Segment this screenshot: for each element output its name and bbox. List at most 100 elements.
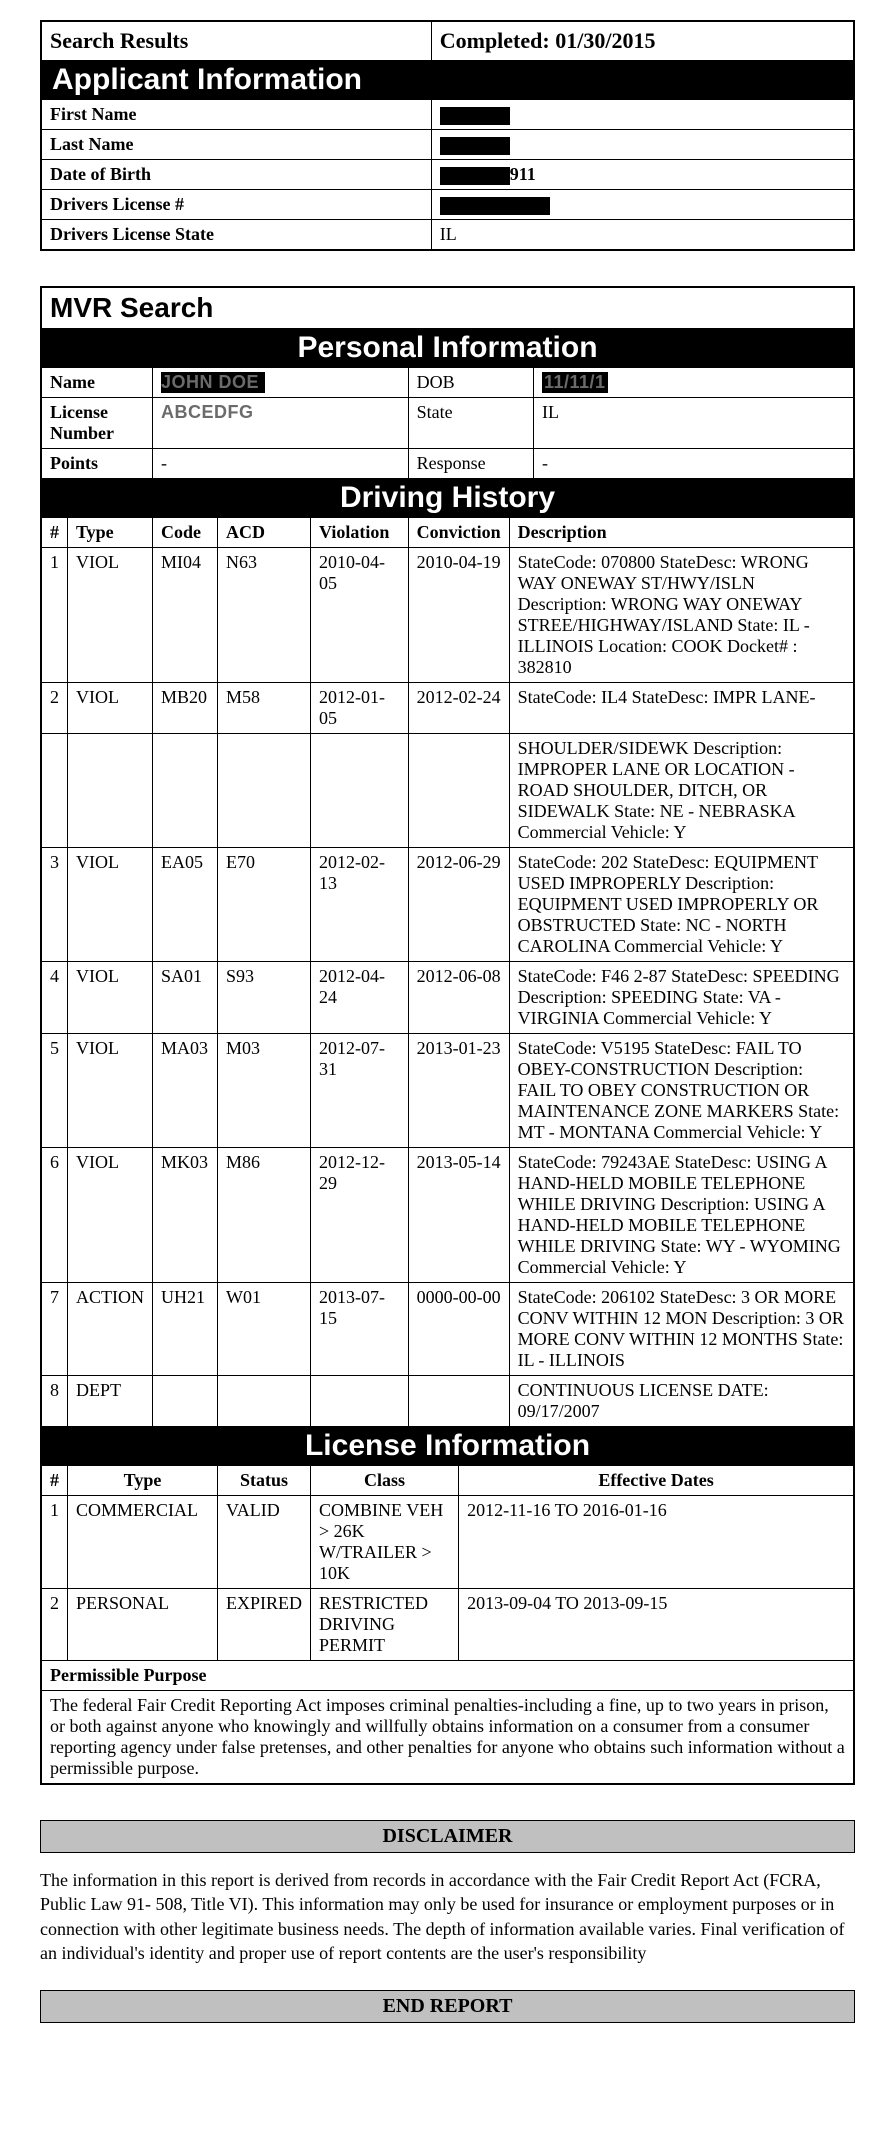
li-dates: 2012-11-16 TO 2016-01-16 <box>459 1496 854 1589</box>
dh-code: SA01 <box>153 962 218 1034</box>
dh-code: MI04 <box>153 548 218 683</box>
redacted-block <box>440 167 510 185</box>
dh-type: VIOL <box>68 848 153 962</box>
license-info-heading: License Information <box>41 1427 854 1466</box>
dob-value-mvr: 11/11/1 <box>533 368 854 398</box>
dh-col-violation: Violation <box>311 518 409 548</box>
dh-conviction: 2013-01-23 <box>408 1034 509 1148</box>
dh-acd: M86 <box>218 1148 311 1283</box>
dh-acd: W01 <box>218 1283 311 1376</box>
dh-type: DEPT <box>68 1376 153 1427</box>
first-name-value <box>431 100 854 130</box>
dh-num: 5 <box>41 1034 68 1148</box>
table-row: 3VIOLEA05E702012-02-132012-06-29 StateCo… <box>41 848 854 962</box>
dh-conviction: 2012-06-29 <box>408 848 509 962</box>
li-type: COMMERCIAL <box>68 1496 218 1589</box>
personal-info-heading: Personal Information <box>41 329 854 368</box>
dh-conviction <box>408 1376 509 1427</box>
dh-num: 8 <box>41 1376 68 1427</box>
permissible-purpose-label: Permissible Purpose <box>41 1661 854 1691</box>
li-class: COMBINE VEH > 26K W/TRAILER > 10K <box>311 1496 459 1589</box>
dh-conviction: 2012-06-08 <box>408 962 509 1034</box>
license-num-label: Drivers License # <box>41 190 431 220</box>
dh-violation: 2012-12-29 <box>311 1148 409 1283</box>
dh-acd: M03 <box>218 1034 311 1148</box>
table-row: 5VIOLMA03M032012-07-312013-01-23 StateCo… <box>41 1034 854 1148</box>
dh-col-description: Description <box>509 518 854 548</box>
table-row: 2VIOLMB20M582012-01-052012-02-24 StateCo… <box>41 683 854 734</box>
dob-label-mvr: DOB <box>408 368 533 398</box>
dh-conviction <box>408 734 509 848</box>
dh-type: VIOL <box>68 548 153 683</box>
dh-violation: 2013-07-15 <box>311 1283 409 1376</box>
points-value: - <box>153 449 409 479</box>
dh-violation: 2012-07-31 <box>311 1034 409 1148</box>
dh-violation: 2012-01-05 <box>311 683 409 734</box>
dob-label: Date of Birth <box>41 160 431 190</box>
license-state-value: IL <box>431 220 854 251</box>
dh-description: StateCode: V5195 StateDesc: FAIL TO OBEY… <box>509 1034 854 1148</box>
dh-conviction: 2012-02-24 <box>408 683 509 734</box>
dh-acd: S93 <box>218 962 311 1034</box>
dh-violation: 2012-04-24 <box>311 962 409 1034</box>
dh-type: VIOL <box>68 683 153 734</box>
dh-type <box>68 734 153 848</box>
li-col-dates: Effective Dates <box>459 1466 854 1496</box>
dh-num: 3 <box>41 848 68 962</box>
redacted-block <box>440 197 550 215</box>
dob-suffix: 911 <box>510 164 536 184</box>
dh-code: MK03 <box>153 1148 218 1283</box>
first-name-label: First Name <box>41 100 431 130</box>
driving-history-heading: Driving History <box>41 479 854 518</box>
table-row: 8DEPT CONTINUOUS LICENSE DATE: 09/17/200… <box>41 1376 854 1427</box>
dh-description: StateCode: IL4 StateDesc: IMPR LANE- <box>509 683 854 734</box>
dh-type: ACTION <box>68 1283 153 1376</box>
table-row: 1VIOLMI04N632010-04-052010-04-19 StateCo… <box>41 548 854 683</box>
dh-description: StateCode: F46 2-87 StateDesc: SPEEDING … <box>509 962 854 1034</box>
li-col-type: Type <box>68 1466 218 1496</box>
dh-code: EA05 <box>153 848 218 962</box>
dh-violation <box>311 1376 409 1427</box>
dh-col-acd: ACD <box>218 518 311 548</box>
dh-acd <box>218 734 311 848</box>
dh-acd: N63 <box>218 548 311 683</box>
dh-type: VIOL <box>68 962 153 1034</box>
response-value: - <box>533 449 854 479</box>
li-num: 1 <box>41 1496 68 1589</box>
dh-num: 6 <box>41 1148 68 1283</box>
dh-description: StateCode: 79243AE StateDesc: USING A HA… <box>509 1148 854 1283</box>
li-dates: 2013-09-04 TO 2013-09-15 <box>459 1589 854 1661</box>
last-name-value <box>431 130 854 160</box>
license-number-value: ABCEDFG <box>153 398 409 449</box>
li-col-class: Class <box>311 1466 459 1496</box>
dh-num: 4 <box>41 962 68 1034</box>
dh-description: StateCode: 202 StateDesc: EQUIPMENT USED… <box>509 848 854 962</box>
redacted-block <box>440 107 510 125</box>
name-grey: JOHN DOE <box>161 372 259 392</box>
completed-label: Completed: <box>440 28 550 53</box>
last-name-label: Last Name <box>41 130 431 160</box>
dh-code: UH21 <box>153 1283 218 1376</box>
completed-cell: Completed: 01/30/2015 <box>431 21 854 61</box>
dh-description: CONTINUOUS LICENSE DATE: 09/17/2007 <box>509 1376 854 1427</box>
table-row: 2PERSONALEXPIREDRESTRICTED DRIVING PERMI… <box>41 1589 854 1661</box>
license-state-label: Drivers License State <box>41 220 431 251</box>
applicant-info-heading: Applicant Information <box>41 61 854 100</box>
li-class: RESTRICTED DRIVING PERMIT <box>311 1589 459 1661</box>
dh-description: SHOULDER/SIDEWK Description: IMPROPER LA… <box>509 734 854 848</box>
table-row: 7ACTIONUH21W012013-07-150000-00-00 State… <box>41 1283 854 1376</box>
dh-code: MA03 <box>153 1034 218 1148</box>
response-label: Response <box>408 449 533 479</box>
applicant-info-table: Search Results Completed: 01/30/2015 App… <box>40 20 855 251</box>
permissible-purpose-text: The federal Fair Credit Reporting Act im… <box>41 1691 854 1785</box>
name-label: Name <box>41 368 153 398</box>
dh-num: 2 <box>41 683 68 734</box>
search-results-label: Search Results <box>41 21 431 61</box>
table-row: 6VIOLMK03M862012-12-292013-05-14 StateCo… <box>41 1148 854 1283</box>
dh-code <box>153 734 218 848</box>
dh-col-type: Type <box>68 518 153 548</box>
li-num: 2 <box>41 1589 68 1661</box>
dh-description: StateCode: 070800 StateDesc: WRONG WAY O… <box>509 548 854 683</box>
dh-conviction: 2010-04-19 <box>408 548 509 683</box>
li-type: PERSONAL <box>68 1589 218 1661</box>
